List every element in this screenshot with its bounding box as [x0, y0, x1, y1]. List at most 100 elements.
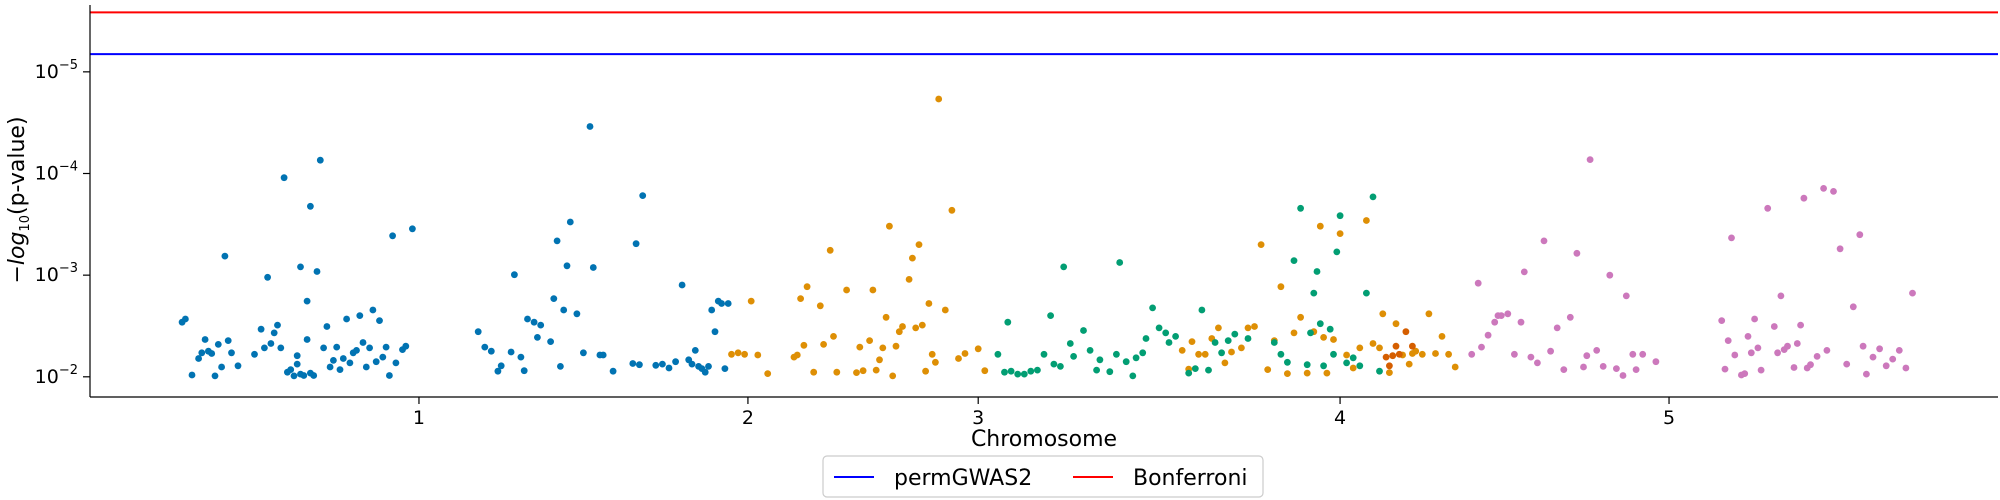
data-point [234, 362, 242, 370]
data-point [1418, 350, 1426, 358]
data-point [550, 295, 558, 302]
y-tick-label: 10−2 [35, 363, 78, 388]
data-point [1297, 313, 1304, 321]
data-point [1224, 337, 1232, 344]
data-point [303, 336, 311, 343]
data-point [333, 343, 341, 351]
data-point [1284, 370, 1291, 377]
data-point [708, 306, 716, 314]
data-point [816, 302, 824, 310]
data-point [859, 367, 867, 375]
x-tick-label-2: 2 [742, 407, 754, 429]
data-point [547, 338, 554, 345]
data-point [1007, 367, 1015, 375]
data-point [382, 343, 390, 351]
data-point [1330, 350, 1337, 358]
data-point [389, 232, 396, 240]
data-point [1369, 193, 1377, 201]
data-point [218, 363, 226, 371]
data-point [1320, 334, 1327, 341]
data-point [734, 349, 742, 357]
data-point [1014, 370, 1022, 378]
x-tick-label-5: 5 [1663, 407, 1675, 429]
legend: permGWAS2 Bonferroni [822, 455, 1264, 498]
data-point [211, 372, 219, 380]
data-point [1290, 329, 1298, 337]
data-point [1724, 337, 1732, 344]
y-axis-label: −log10(p-value) [5, 116, 33, 283]
data-point [1326, 325, 1334, 333]
data-point [359, 339, 367, 346]
data-point [1343, 359, 1350, 367]
data-point [356, 312, 364, 319]
data-point [290, 372, 298, 380]
data-point [566, 218, 574, 226]
data-point [803, 283, 811, 291]
data-point [935, 95, 943, 103]
data-point [1889, 355, 1897, 363]
y-tick-label: 10−3 [35, 261, 78, 286]
data-point [195, 355, 203, 362]
legend-label-permgwas2: permGWAS2 [894, 466, 1032, 491]
data-point [1284, 358, 1291, 366]
data-point [1412, 347, 1420, 355]
data-point [1497, 312, 1505, 319]
data-point [409, 225, 416, 233]
data-point [497, 362, 505, 370]
data-point [1122, 358, 1130, 366]
data-point [1859, 342, 1867, 350]
data-point [1583, 352, 1591, 360]
data-point [1517, 318, 1525, 326]
data-point [793, 351, 801, 359]
data-point [1149, 304, 1156, 312]
data-point [1560, 366, 1568, 373]
legend-label-bonferroni: Bonferroni [1133, 466, 1248, 491]
data-point [1445, 350, 1452, 358]
data-point [586, 123, 594, 130]
y-tick-label: 10−4 [35, 159, 78, 184]
data-point [1807, 361, 1814, 369]
data-point [1520, 268, 1528, 276]
data-point [1307, 329, 1314, 337]
data-point [1797, 321, 1804, 329]
data-point [856, 343, 864, 351]
data-point [1277, 350, 1285, 358]
data-point [1211, 339, 1219, 346]
data-point [1586, 156, 1594, 164]
data-point [1876, 345, 1883, 353]
data-point [705, 363, 712, 370]
data-point [303, 297, 311, 305]
data-point [1201, 350, 1209, 358]
data-point [754, 351, 762, 359]
data-point [1830, 188, 1837, 195]
data-point [1800, 194, 1808, 202]
data-point [895, 328, 903, 336]
data-point [879, 344, 887, 352]
data-point [1856, 231, 1864, 239]
data-point [1392, 342, 1400, 350]
data-point [1313, 268, 1321, 275]
x-axis-label: Chromosome [971, 427, 1117, 452]
data-point [1484, 331, 1492, 339]
data-point [362, 363, 370, 371]
data-point [1057, 363, 1064, 370]
data-point [320, 344, 327, 352]
data-point [741, 350, 748, 358]
data-point [1652, 358, 1660, 366]
data-point [1050, 360, 1058, 368]
data-point [1363, 217, 1370, 224]
data-point [810, 368, 818, 376]
legend-frame [822, 455, 1264, 498]
data-point [632, 240, 640, 248]
data-point [534, 334, 541, 341]
data-point [905, 276, 913, 283]
data-point [826, 246, 834, 254]
data-point [1251, 323, 1258, 330]
data-point [293, 352, 301, 360]
data-point [251, 350, 258, 358]
data-point [1823, 347, 1831, 354]
data-point [1047, 312, 1054, 319]
data-point [1080, 327, 1087, 334]
data-point [701, 368, 709, 376]
data-point [1836, 245, 1844, 253]
